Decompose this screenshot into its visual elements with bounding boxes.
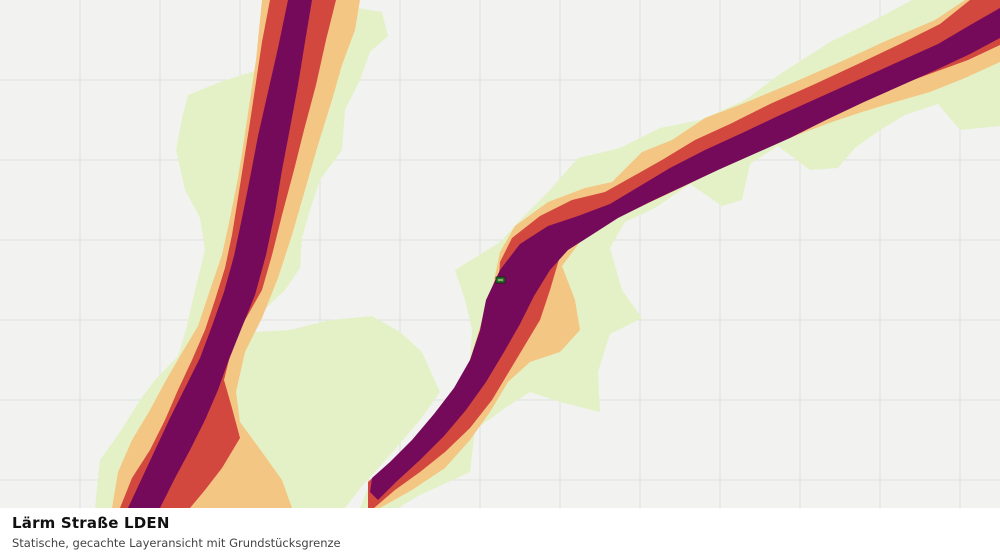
noise-area-very-high-east — [370, 8, 1000, 500]
noise-area-low-east — [360, 0, 1000, 508]
layer-title: Lärm Straße LDEN — [12, 514, 170, 532]
noise-band-very-high — [128, 0, 1000, 508]
parcel-marker-icon[interactable] — [495, 276, 506, 284]
layer-caption: Lärm Straße LDEN Statische, gecachte Lay… — [0, 508, 1000, 560]
layer-subtitle: Statische, gecachte Layeransicht mit Gru… — [12, 536, 341, 550]
noise-area-very-high-west — [128, 0, 312, 508]
